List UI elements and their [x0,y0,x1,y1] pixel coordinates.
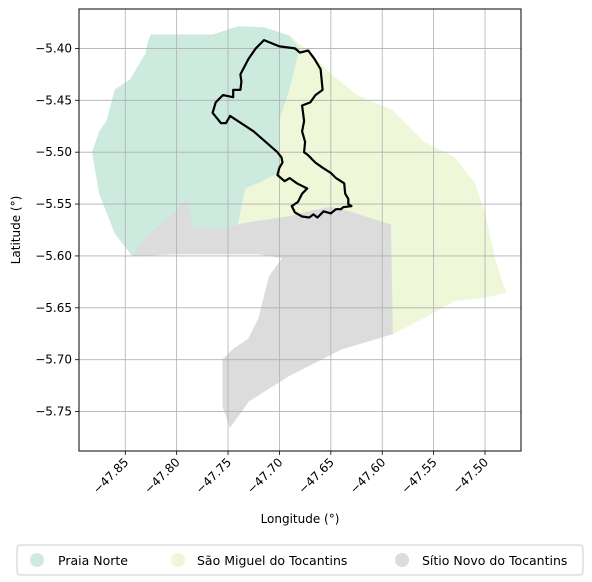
y-tick-label: −5.75 [35,405,72,419]
x-axis-label: Longitude (°) [261,512,340,526]
boundary-outline [211,38,353,219]
legend-label-sitio-novo-do-tocantins: Sítio Novo do Tocantins [422,553,567,568]
legend-label-praia-norte: Praia Norte [58,553,128,568]
y-tick-label: −5.70 [35,353,72,367]
y-tick-label: −5.45 [35,93,72,107]
legend-marker-sao-miguel-do-tocantins [171,553,185,567]
y-tick-label: −5.55 [35,197,72,211]
y-tick-label: −5.40 [35,41,72,55]
y-axis-label: Latitude (°) [9,196,23,265]
grid-layer [79,9,521,451]
y-tick-label: −5.50 [35,145,72,159]
legend-marker-sitio-novo-do-tocantins [395,553,409,567]
legend-label-sao-miguel-do-tocantins: São Miguel do Tocantins [197,553,347,568]
legend-marker-praia-norte [30,553,44,567]
y-tick-label: −5.65 [35,301,72,315]
axes-frame [78,8,522,452]
y-tick-label: −5.60 [35,249,72,263]
legend: Praia Norte São Miguel do Tocantins Síti… [16,544,584,576]
legend-frame [16,544,584,576]
outline-layer [211,38,353,219]
